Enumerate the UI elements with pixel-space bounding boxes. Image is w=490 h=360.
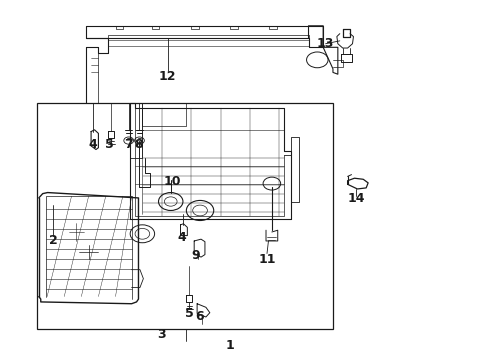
- Text: 10: 10: [164, 175, 181, 188]
- Text: 5: 5: [185, 307, 194, 320]
- Text: 9: 9: [192, 249, 200, 262]
- Text: 2: 2: [49, 234, 58, 247]
- Text: 8: 8: [134, 138, 143, 150]
- Text: 4: 4: [177, 231, 186, 244]
- Text: 12: 12: [159, 69, 176, 82]
- Text: 11: 11: [258, 253, 276, 266]
- Text: 6: 6: [196, 310, 204, 324]
- Bar: [37, 103, 333, 329]
- Text: 1: 1: [226, 339, 235, 352]
- Text: 7: 7: [124, 138, 133, 150]
- Text: 3: 3: [158, 328, 166, 341]
- Text: 5: 5: [105, 138, 114, 151]
- Text: 14: 14: [347, 192, 365, 205]
- Text: 4: 4: [88, 138, 97, 151]
- Text: 13: 13: [317, 37, 334, 50]
